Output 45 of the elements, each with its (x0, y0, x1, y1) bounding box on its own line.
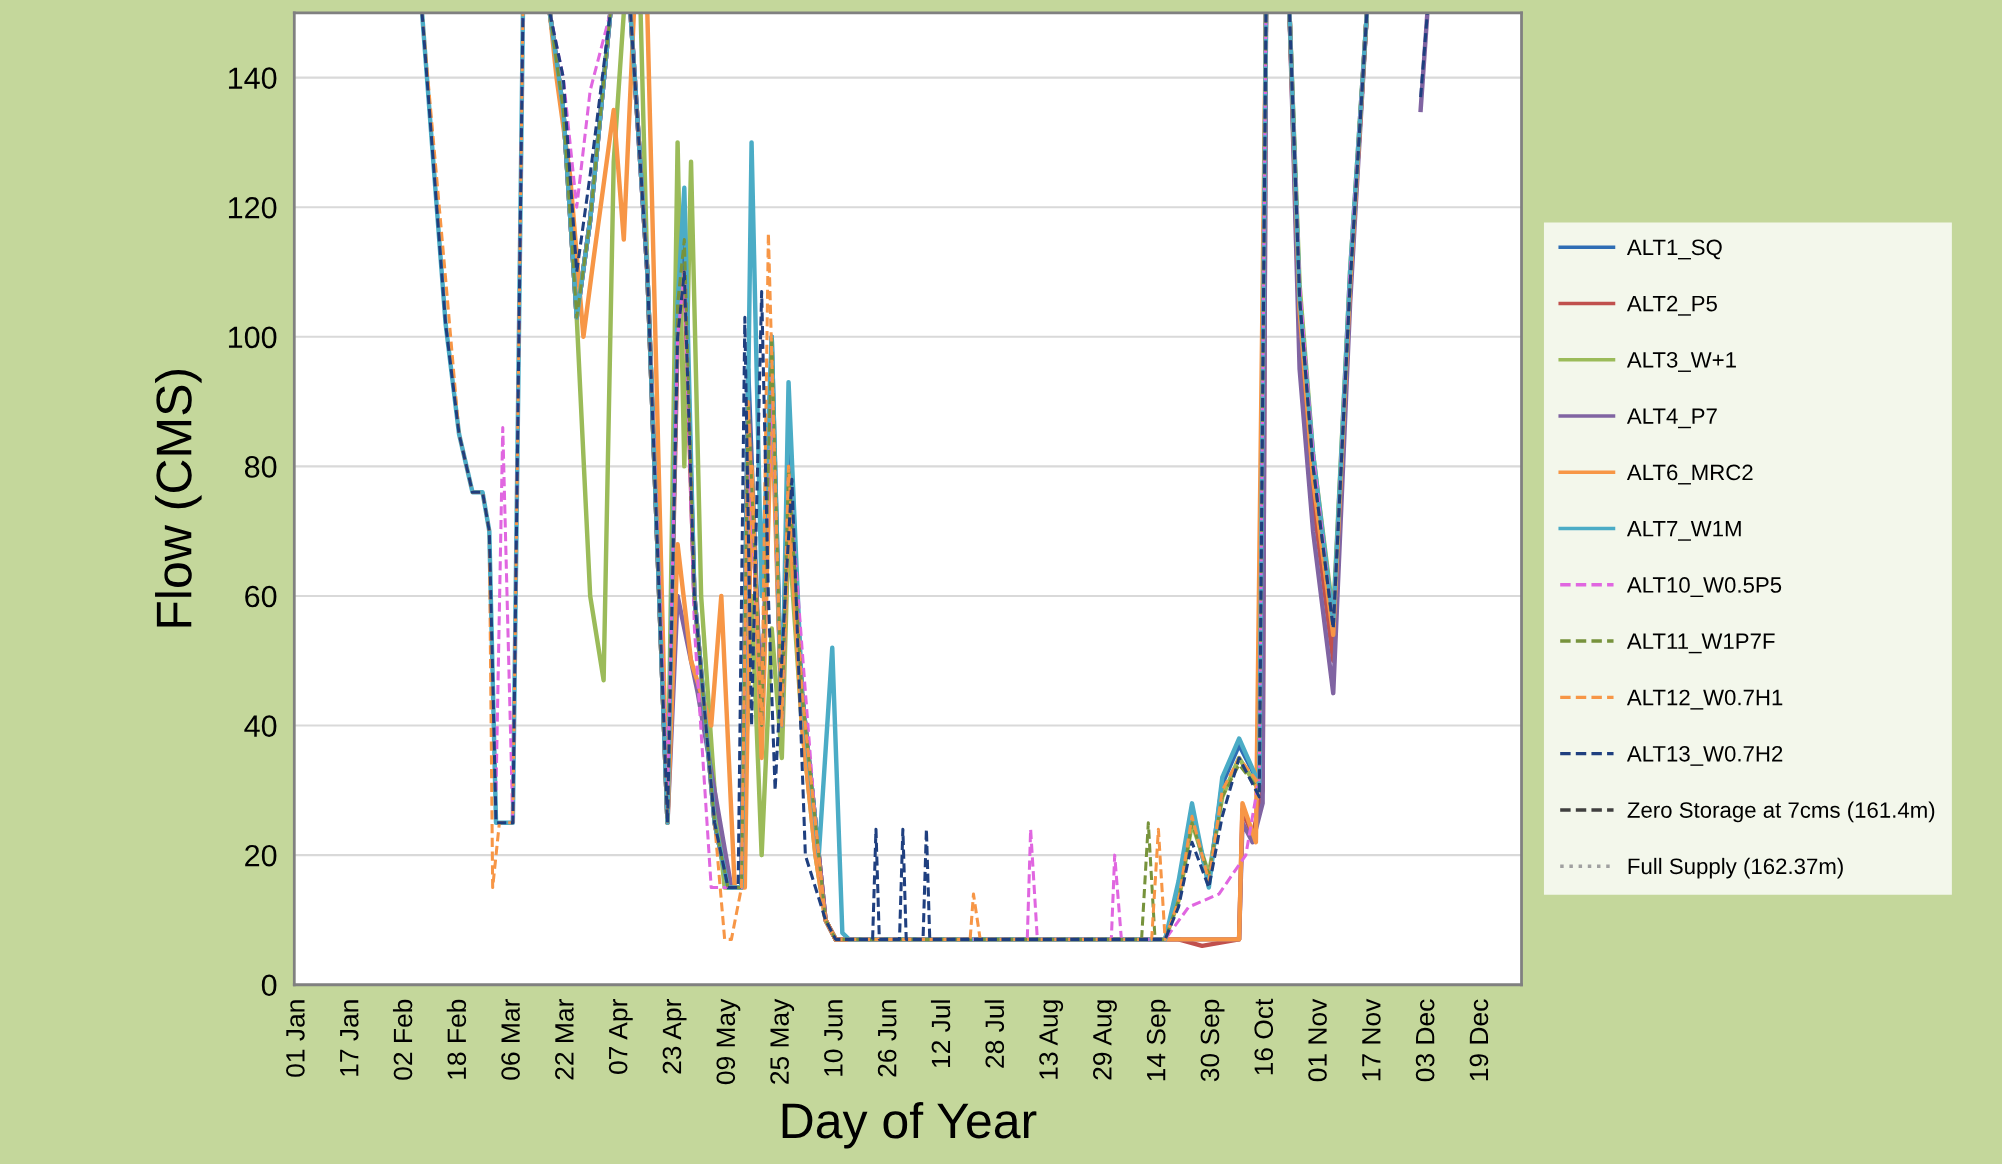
x-tick-label: 14 Sep (1146, 999, 1171, 1081)
legend-label: ALT7_W1M (1626, 521, 1741, 541)
y-tick-label: 20 (245, 844, 277, 867)
y-tick-label: 100 (228, 326, 277, 349)
x-tick-label: 01 Nov (1308, 998, 1327, 1082)
x-tick-label: 25 May (770, 998, 795, 1084)
x-tick-label: 19 Dec (1469, 999, 1489, 1081)
y-axis-title: Flow (CMS) (155, 369, 202, 627)
y-tick-label: 80 (244, 456, 277, 478)
x-tick-label: 28 Jul (984, 1000, 1005, 1068)
x-tick-label: 12 Jul (930, 1000, 951, 1068)
y-tick-label: 120 (228, 196, 277, 219)
x-tick-label: 26 Jun (877, 1000, 897, 1077)
x-tick-label: 01 Jan (286, 1000, 305, 1077)
legend-label: ALT6_MRC2 (1626, 464, 1753, 485)
x-tick-label: 17 Nov (1362, 998, 1381, 1081)
legend-label: ALT1_SQ (1626, 239, 1722, 260)
x-tick-label: 06 Mar (501, 999, 520, 1080)
x-tick-label: 07 Apr (608, 999, 633, 1074)
legend-label: Full Supply (162.37m) (1628, 857, 1843, 879)
y-tick-label: 0 (261, 974, 277, 997)
legend-label: ALT4_P7 (1626, 408, 1717, 429)
x-tick-label: 18 Feb (446, 999, 467, 1079)
x-tick-label: 13 Aug (1039, 1000, 1064, 1079)
x-tick-label: 29 Aug (1093, 1000, 1117, 1080)
legend-label: ALT3_W+1 (1626, 352, 1736, 372)
legend-label: ALT11_W1P7F (1626, 633, 1775, 654)
x-tick-label: 10 Jun (824, 1000, 843, 1076)
x-tick-label: 30 Sep (1200, 999, 1225, 1082)
x-tick-label: 03 Dec (1415, 999, 1435, 1082)
legend-label: ALT12_W0.7H1 (1626, 689, 1783, 710)
x-tick-label: 09 May (716, 998, 741, 1085)
y-tick-label: 140 (228, 67, 277, 89)
x-tick-label: 22 Mar (555, 999, 574, 1080)
x-tick-label: 02 Feb (392, 999, 413, 1080)
x-tick-label: 17 Jan (340, 1000, 359, 1076)
legend-label: ALT2_P5 (1626, 295, 1717, 316)
x-tick-label: 16 Oct (1254, 998, 1274, 1075)
legend-label: Zero Storage at 7cms (161.4m) (1627, 801, 1935, 823)
x-tick-label: 23 Apr (662, 999, 687, 1074)
legend-label: ALT13_W0.7H2 (1626, 745, 1783, 766)
y-tick-label: 40 (244, 715, 277, 737)
legend-label: ALT10_W0.5P5 (1626, 577, 1782, 598)
x-axis-title: Day of Year (782, 1101, 1037, 1149)
y-tick-label: 60 (245, 585, 277, 608)
